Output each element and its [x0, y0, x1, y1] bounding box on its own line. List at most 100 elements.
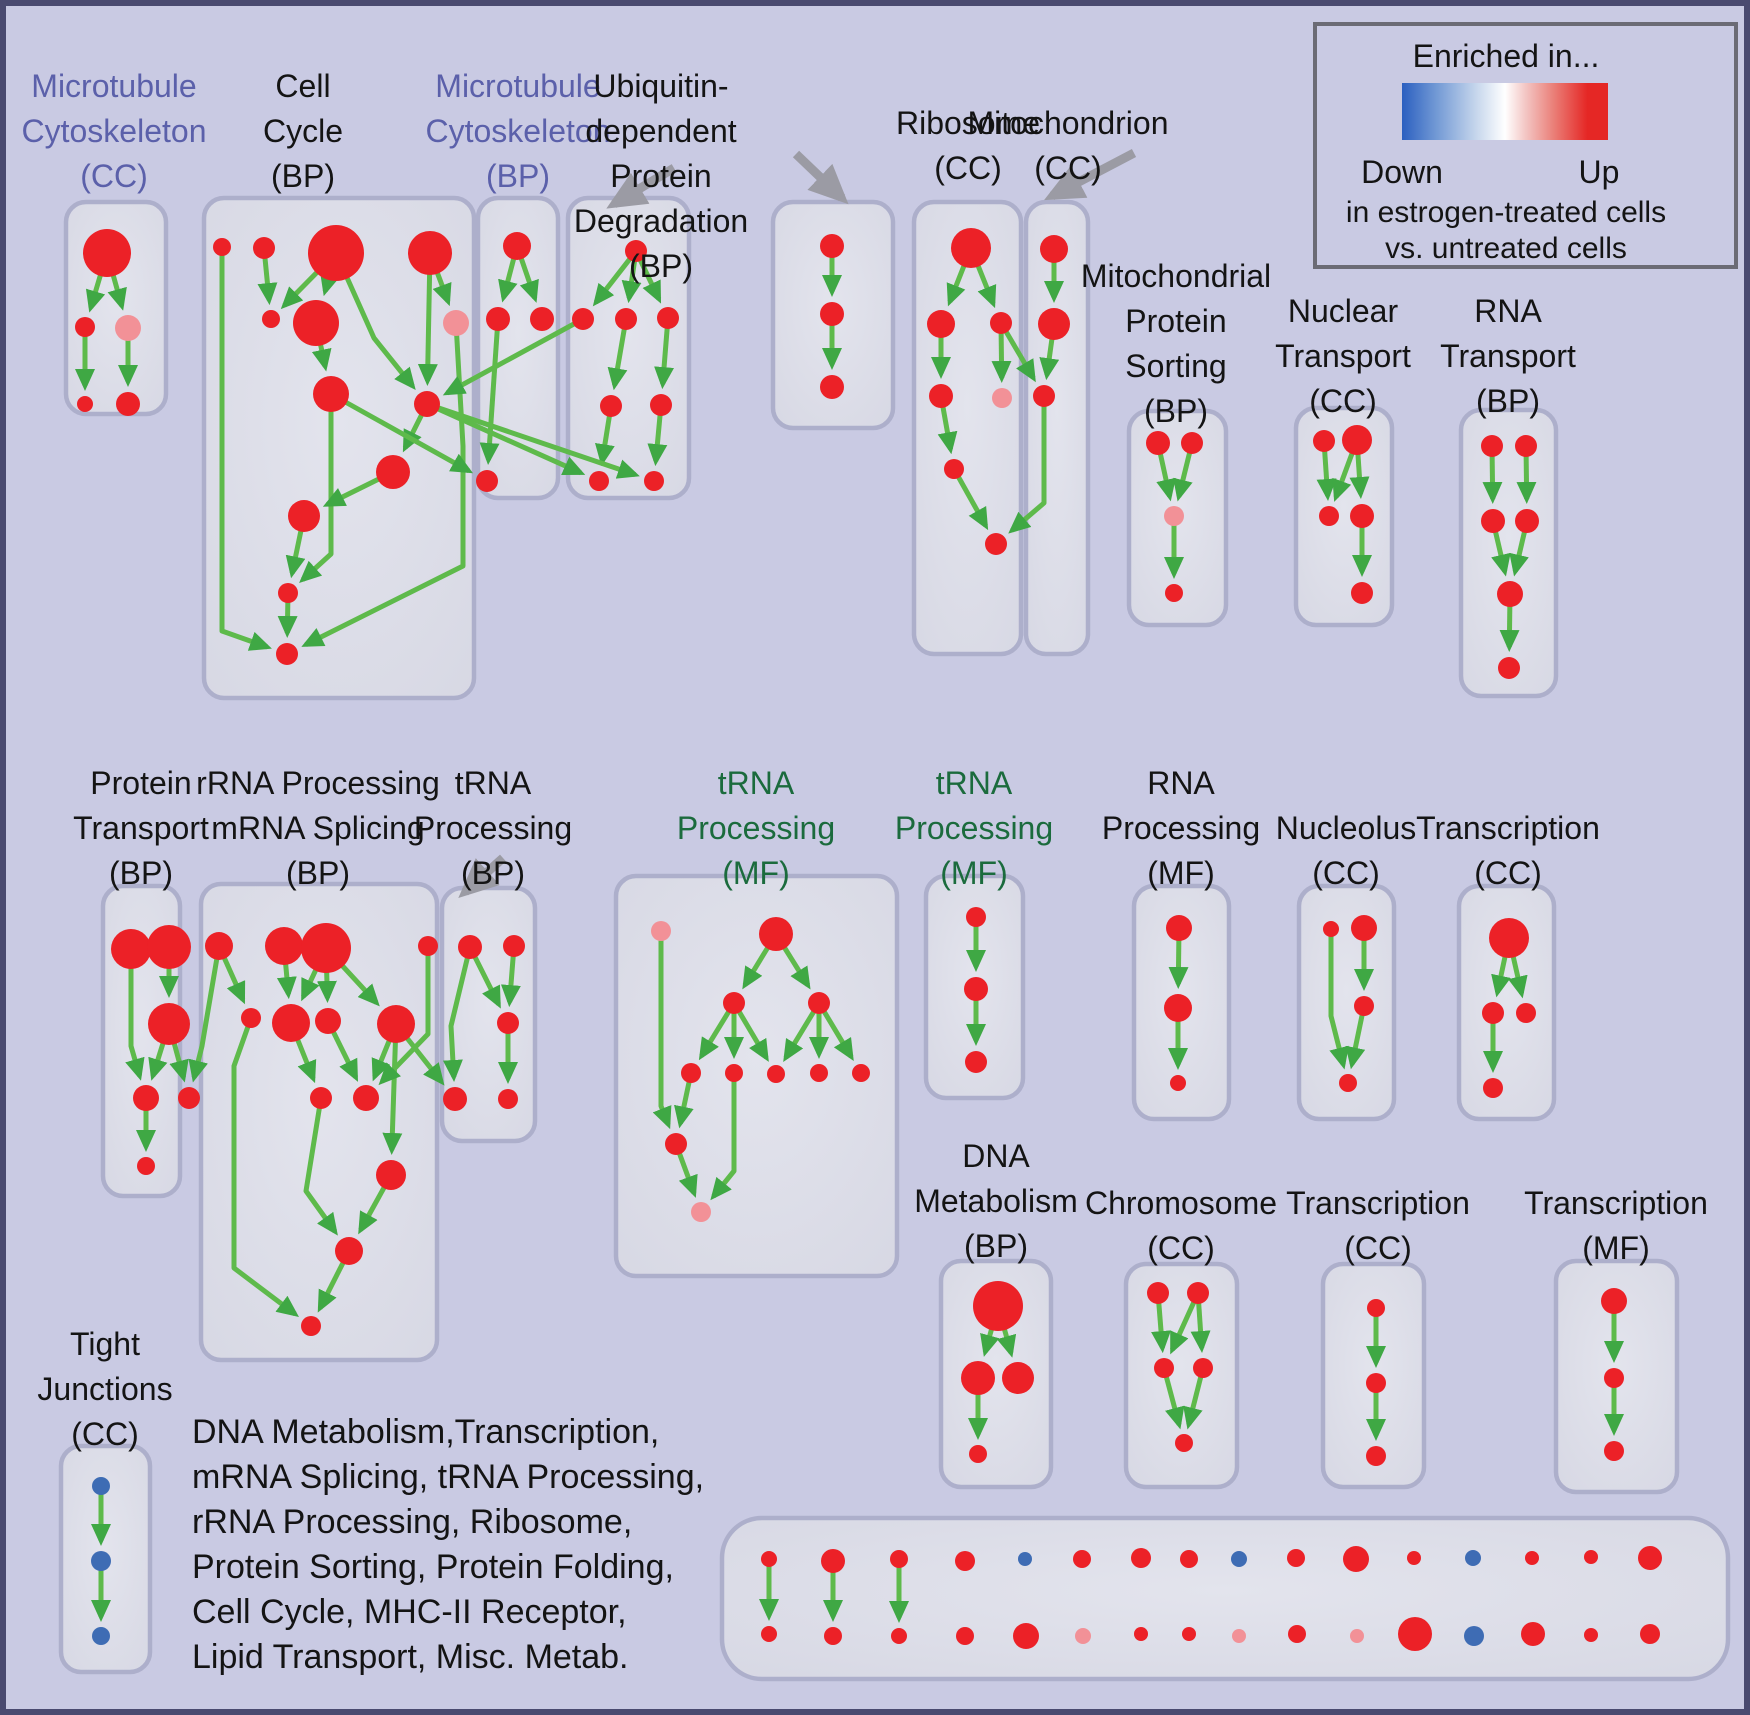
go-term-node [503, 935, 525, 957]
go-term-node [725, 1064, 743, 1082]
cluster-label-rna-processing-mf: RNA Processing (MF) [1102, 761, 1260, 896]
go-term-node [1483, 1078, 1503, 1098]
go-term-node [965, 1051, 987, 1073]
go-term-node [1366, 1373, 1386, 1393]
go-term-node [1489, 918, 1529, 958]
cluster-label-line: Chromosome [1084, 1185, 1278, 1221]
go-term-node [992, 388, 1012, 408]
go-term-node [1481, 435, 1503, 457]
go-term-node [1175, 1434, 1193, 1452]
cluster-label-line: DNA [962, 1138, 1030, 1174]
go-term-node [820, 375, 844, 399]
go-term-node [147, 925, 191, 969]
cluster-label-line: Mitochondrial [1080, 258, 1272, 294]
edge-arrow [951, 467, 989, 531]
cluster-label-rna-transport-bp: RNA Transport (BP) [1440, 289, 1576, 424]
go-term-node [820, 302, 844, 326]
go-term-node [1342, 425, 1372, 455]
cluster-label-line: (CC) [1344, 1230, 1412, 1266]
go-term-node [1231, 1551, 1247, 1567]
go-term-node [497, 1012, 519, 1034]
cluster-label-line: tRNA [935, 765, 1013, 801]
go-term-node [1604, 1441, 1624, 1461]
cluster-label-trna-processing-mf-1: tRNA Processing (MF) [677, 761, 835, 896]
cluster-label-transcription-cc-bottom: Transcription (CC) [1286, 1181, 1470, 1271]
go-term-node [498, 1089, 518, 1109]
go-term-node [1180, 1550, 1198, 1568]
go-term-node [133, 1085, 159, 1111]
go-term-node [1165, 584, 1183, 602]
cluster-label-line: (CC) [1309, 383, 1377, 419]
go-term-node [288, 500, 320, 532]
go-term-node [308, 225, 364, 281]
go-term-node [278, 583, 298, 603]
go-term-node [650, 394, 672, 416]
go-term-node [1640, 1624, 1660, 1644]
go-term-node [241, 1008, 261, 1028]
go-term-node [1584, 1550, 1598, 1564]
cluster-box-chr-cc [1123, 1261, 1240, 1490]
cluster-label-line: Degradation [573, 203, 749, 239]
go-term-node [1018, 1552, 1032, 1566]
go-term-node [1170, 1075, 1186, 1091]
go-term-node [476, 470, 498, 492]
cluster-label-line: Processing [1101, 810, 1261, 846]
go-term-node [1154, 1358, 1174, 1378]
cluster-label-line: Cytoskeleton [425, 113, 611, 149]
edge-arrow [333, 251, 416, 390]
go-term-node [969, 1445, 987, 1463]
go-term-node [301, 1316, 321, 1336]
go-term-node [1073, 1550, 1091, 1568]
cluster-label-line: rRNA Processing [196, 765, 440, 801]
cluster-label-cell-cycle-bp: Cell Cycle (BP) [263, 64, 343, 199]
cluster-label-line: Transport [1275, 338, 1411, 374]
cluster-label-line: Processing [894, 810, 1054, 846]
cluster-label-line: Protein [610, 158, 712, 194]
cluster-label-line: (CC) [1312, 855, 1380, 891]
cluster-label-microtubule-bp: Microtubule Cytoskeleton (BP) [426, 64, 611, 199]
cluster-label-line: Transcription [1416, 810, 1600, 846]
go-term-node [1481, 509, 1505, 533]
cluster-label-line: (MF) [722, 855, 790, 891]
go-term-node [111, 929, 151, 969]
go-term-node [985, 533, 1007, 555]
go-term-node [572, 308, 594, 330]
cluster-label-line: (BP) [629, 248, 693, 284]
go-term-node [205, 932, 233, 960]
cluster-label-rrna-mrna-bp: rRNA Processing mRNA Splicing (BP) [196, 761, 440, 896]
edge-arrow [652, 931, 672, 1130]
category-note-line: DNA Metabolism,Transcription, [192, 1413, 660, 1451]
cluster-label-nucleolus-cc: Nucleolus (CC) [1276, 806, 1417, 896]
cluster-label-line: Processing [676, 810, 836, 846]
go-term-node [408, 231, 452, 275]
cluster-label-line: (BP) [963, 1228, 1028, 1264]
go-term-node [75, 317, 95, 337]
go-term-node [178, 1087, 200, 1109]
go-term-node [890, 1550, 908, 1568]
go-term-node [486, 307, 510, 331]
go-term-node [92, 1627, 110, 1645]
go-term-node [265, 927, 303, 965]
go-term-node [852, 1064, 870, 1082]
go-term-node [276, 643, 298, 665]
cluster-label-ribosome-cc: Ribosome (CC) [896, 101, 1040, 191]
go-term-node [1193, 1358, 1213, 1378]
cluster-label-line: (BP) [109, 855, 173, 891]
cluster-label-line: (MF) [940, 855, 1008, 891]
cluster-label-mito-protein-sorting-bp: Mitochondrial Protein Sorting (BP) [1081, 254, 1271, 434]
legend: Enriched in... Down Up in estrogen-treat… [1313, 22, 1738, 269]
edge-arrow [479, 318, 501, 465]
cluster-label-trna-processing-bp: tRNA Processing (BP) [414, 761, 572, 896]
go-term-node [625, 240, 647, 262]
cluster-label-line: Microtubule [435, 68, 601, 104]
go-term-node [761, 1551, 777, 1567]
go-term-node [589, 471, 609, 491]
legend-down-label: Down [1361, 154, 1443, 190]
cluster-label-line: (BP) [460, 855, 525, 891]
go-term-node [927, 310, 955, 338]
go-term-node [821, 1549, 845, 1573]
go-term-node [1166, 915, 1192, 941]
go-term-node [1498, 657, 1520, 679]
annotation-arrow [606, 164, 677, 209]
go-term-node [1497, 581, 1523, 607]
